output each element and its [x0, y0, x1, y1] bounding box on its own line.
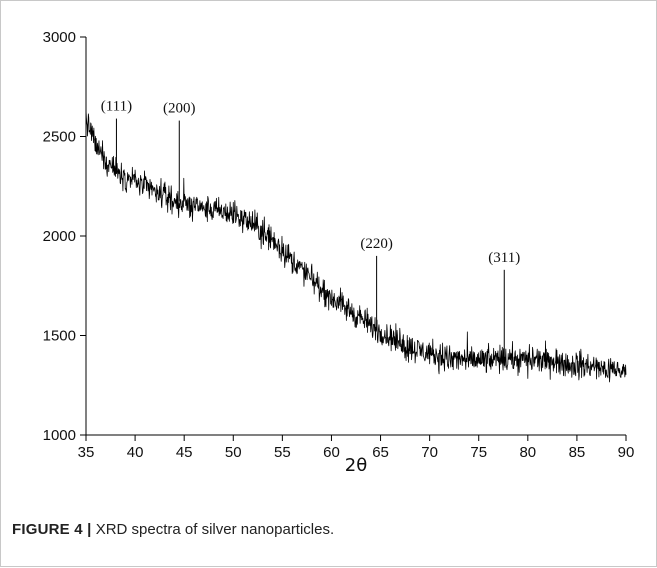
x-tick-label: 40 [127, 444, 144, 461]
peak-label: (220) [360, 236, 393, 252]
x-tick-label: 55 [274, 444, 291, 461]
y-tick-label: 2000 [43, 228, 76, 245]
y-tick-label: 1500 [43, 328, 76, 345]
spectrum-line [85, 109, 627, 383]
x-tick-label: 45 [176, 444, 193, 461]
x-axis-label: 2θ [345, 455, 367, 476]
peak-label: (311) [488, 250, 520, 266]
x-tick-label: 90 [618, 444, 635, 461]
y-tick-label: 1000 [43, 427, 76, 444]
figure-caption-text: XRD spectra of silver nanoparticles. [95, 521, 335, 538]
y-tick-label: 3000 [43, 29, 76, 46]
figure-caption: FIGURE 4 | XRD spectra of silver nanopar… [12, 521, 334, 538]
peak-label: (200) [163, 101, 196, 117]
x-tick-label: 60 [323, 444, 340, 461]
x-tick-label: 35 [78, 444, 95, 461]
x-tick-label: 50 [225, 444, 242, 461]
peak-label: (111) [101, 99, 132, 115]
x-tick-label: 75 [470, 444, 487, 461]
x-tick-label: 80 [519, 444, 536, 461]
x-tick-label: 85 [569, 444, 586, 461]
x-tick-label: 70 [421, 444, 438, 461]
x-tick-label: 65 [372, 444, 389, 461]
y-tick-label: 2500 [43, 129, 76, 146]
figure-caption-label: FIGURE 4 | [12, 521, 92, 538]
